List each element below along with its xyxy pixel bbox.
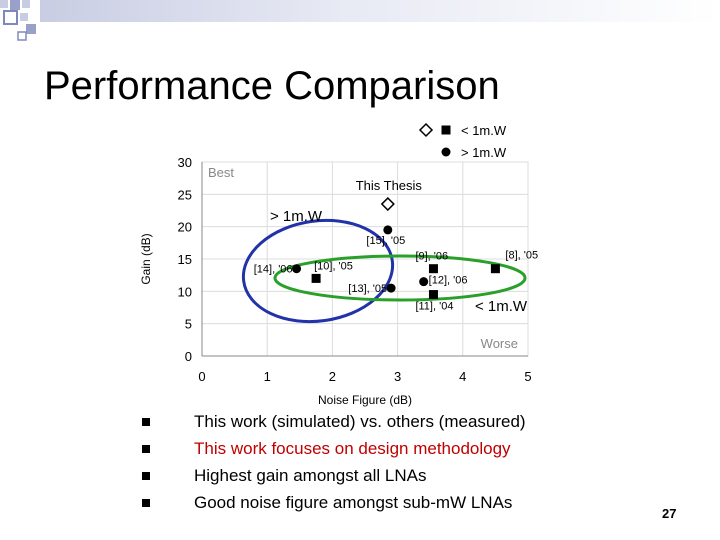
bullet-marker-icon: [142, 418, 150, 426]
data-point-label: This Thesis: [356, 178, 423, 193]
worse-label: Worse: [481, 336, 518, 351]
legend-marker-square: [441, 125, 451, 135]
bullet-item: This work (simulated) vs. others (measur…: [140, 408, 526, 435]
bullet-list: This work (simulated) vs. others (measur…: [140, 408, 526, 516]
data-point-label: [8], '05: [505, 250, 538, 262]
data-point-label: [12], '06: [429, 275, 468, 287]
legend-label: < 1m.W: [461, 123, 507, 138]
legend-marker-circle: [441, 147, 451, 157]
x-tick-label: 0: [198, 369, 205, 384]
group-label-high: > 1m.W: [270, 208, 323, 225]
y-tick-label: 30: [178, 155, 192, 170]
bullet-text: Highest gain amongst all LNAs: [194, 466, 427, 485]
performance-chart: 0 1 2 3 4 5 0 5 10 15 20 25 30 Noise Figure (dB) Gain …: [139, 122, 538, 407]
bullet-text: This work focuses on design methodology: [194, 439, 511, 458]
x-axis-label: Noise Figure (dB): [318, 393, 412, 407]
y-tick-label: 15: [178, 252, 192, 267]
bullet-marker-icon: [142, 499, 150, 507]
group-ellipse-high: [241, 218, 395, 324]
y-tick-label: 5: [185, 317, 192, 332]
bullet-item: Good noise figure amongst sub-mW LNAs: [140, 489, 526, 516]
x-tick-label: 5: [524, 369, 531, 384]
y-tick-label: 25: [178, 187, 192, 202]
data-point-circle: [292, 264, 302, 274]
corner-decoration: [0, 0, 80, 44]
bullet-item: This work focuses on design methodology: [140, 435, 526, 462]
best-label: Best: [208, 165, 234, 180]
y-tick-label: 20: [178, 220, 192, 235]
data-point-label: [15], '05: [366, 235, 405, 247]
y-tick-label: 0: [185, 349, 192, 364]
legend-label: > 1m.W: [461, 145, 507, 160]
data-point-label: [13], '05: [348, 283, 387, 295]
data-point-label: [14], '06: [254, 264, 293, 276]
page-number: 27: [662, 506, 677, 521]
header-gradient-bar: [40, 0, 720, 22]
data-point-label: [11], '04: [415, 301, 453, 313]
y-axis-label: Gain (dB): [139, 233, 153, 284]
x-tick-label: 3: [394, 369, 401, 384]
data-point-circle: [419, 277, 429, 287]
group-label-low: < 1m.W: [475, 298, 528, 315]
bullet-text: This work (simulated) vs. others (measur…: [194, 412, 526, 431]
x-tick-label: 1: [264, 369, 271, 384]
data-point-label: [10], '05: [314, 260, 353, 272]
x-tick-label: 2: [329, 369, 336, 384]
y-tick-label: 10: [178, 284, 192, 299]
data-point-square: [490, 264, 500, 274]
data-point-circle: [383, 225, 393, 235]
legend-marker-diamond: [418, 122, 434, 138]
data-point-square: [428, 264, 438, 274]
data-point-square: [311, 273, 321, 283]
bullet-marker-icon: [142, 445, 150, 453]
data-point-diamond: [380, 196, 395, 212]
slide-title: Performance Comparison: [44, 64, 500, 108]
data-point-circle: [386, 283, 396, 293]
data-point-label: [9], '06: [415, 251, 448, 263]
bullet-text: Good noise figure amongst sub-mW LNAs: [194, 493, 513, 512]
group-ellipse-low: [273, 254, 527, 302]
bullet-marker-icon: [142, 472, 150, 480]
x-tick-label: 4: [459, 369, 466, 384]
bullet-item: Highest gain amongst all LNAs: [140, 462, 526, 489]
data-point-square: [428, 290, 438, 300]
